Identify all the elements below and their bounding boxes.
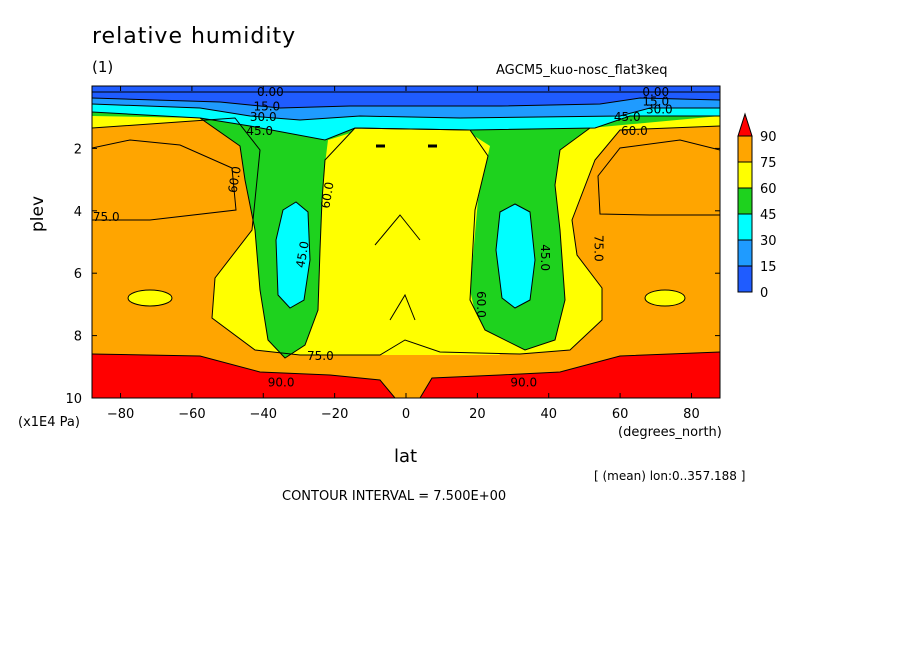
contour-line-90-right (419, 351, 720, 398)
contour-line-island-right (644, 289, 686, 307)
contour-line-45-left (275, 201, 311, 309)
fill-cyan-right (496, 204, 535, 308)
chart-title: relative humidity (92, 24, 297, 49)
colorbar-swatch (737, 265, 753, 293)
fill-yellow-center (322, 130, 500, 355)
x-tick-label: 60 (612, 407, 629, 422)
contour-line-center-right (389, 293, 416, 321)
x-tick-label: 0 (402, 407, 410, 422)
y-tick-label: 8 (74, 330, 82, 345)
contour-label: 60.0 (318, 181, 336, 210)
contour-line-15-top (92, 97, 720, 109)
contour-labels: 0.0015.030.045.060.060.075.045.075.090.0… (93, 85, 673, 389)
contour-label: 90.0 (268, 375, 295, 389)
contour-line-center-left (374, 214, 421, 246)
colorbar-swatch (737, 135, 753, 163)
fill-yellow-island-left (128, 290, 172, 306)
colorbar-label: 45 (760, 208, 777, 223)
mean-note: [ (mean) lon:0..357.188 ] (594, 469, 746, 483)
colorbar-label: 0 (760, 286, 768, 301)
x-tick-label: −60 (178, 407, 205, 422)
y-tick-label: 4 (74, 205, 82, 220)
x-axis-unit: (degrees_north) (618, 425, 722, 440)
experiment-label: AGCM5_kuo-nosc_flat3keq (496, 63, 668, 78)
colorbar-arrow (737, 112, 753, 137)
fill-orange-right (598, 140, 720, 215)
contour-label: 90.0 (510, 375, 537, 389)
contour-line-island-left (127, 289, 173, 307)
x-tick-label: 80 (683, 407, 700, 422)
x-axis-label: lat (394, 446, 418, 467)
contour-label: 45.0 (538, 244, 552, 271)
colorbar-swatch (737, 239, 753, 267)
colorbar-label: 90 (760, 130, 777, 145)
contour-line-75-left (92, 139, 237, 221)
fill-orange-left (92, 140, 236, 220)
x-tick-label: 40 (540, 407, 557, 422)
contour-label: 45.0 (246, 124, 273, 138)
contour-line-75-right (597, 139, 720, 216)
contour-label: 75.0 (93, 210, 120, 224)
x-tick-label: −20 (321, 407, 348, 422)
contour-line-90 (92, 353, 396, 398)
fill-red-band (92, 354, 395, 398)
contour-label: 60.0 (621, 124, 648, 138)
contour-label: 15.0 (642, 95, 669, 109)
contour-label: 75.0 (307, 349, 334, 363)
contour-label: 30.0 (250, 110, 277, 124)
colorbar-swatch (737, 187, 753, 215)
fill-green-left (92, 96, 720, 358)
y-tick-label: 2 (74, 142, 82, 157)
y-axis-unit: (x1E4 Pa) (18, 415, 80, 430)
axis-ticks: −80 −60 −40 −20 0 20 40 60 80 2 4 6 8 10 (65, 86, 720, 422)
contour-label: 0.00 (257, 85, 284, 99)
x-tick-label: −80 (107, 407, 134, 422)
contour-line-45-top (92, 111, 720, 141)
contour-interval: CONTOUR INTERVAL = 7.500E+00 (282, 489, 507, 504)
contour-label: 30.0 (646, 102, 673, 116)
contour-label: 45.0 (293, 240, 311, 269)
contour-line-75 (92, 117, 720, 356)
colorbar-label: 60 (760, 182, 777, 197)
contour-line-30-top (92, 103, 720, 121)
contour-label: 75.0 (592, 235, 606, 262)
colorbar-label: 15 (760, 260, 777, 275)
x-tick-label: −40 (250, 407, 277, 422)
contour-fills (92, 86, 720, 398)
fill-red-band-right (420, 352, 720, 398)
contour-label: 60.0 (226, 165, 244, 194)
y-tick-label: 10 (65, 392, 82, 407)
chart-subtitle: (1) (92, 58, 114, 76)
fill-cyan-left (276, 202, 310, 308)
contour-label: 15.0 (253, 99, 280, 113)
contour-line-45-right (495, 203, 536, 309)
contour-lines (92, 91, 720, 398)
colorbar-label: 75 (760, 156, 777, 171)
y-tick-label: 6 (74, 267, 82, 282)
contour-label: 0.00 (642, 85, 669, 99)
colorbar-label: 30 (760, 234, 777, 249)
fill-yellow-island-right (645, 290, 685, 306)
colorbar-swatch (737, 161, 753, 189)
contour-label: 60.0 (474, 291, 488, 318)
contour-label: 45.0 (614, 110, 641, 124)
colorbar-swatch (737, 213, 753, 241)
colorbar: 0 15 30 45 60 75 90 (737, 112, 777, 301)
x-tick-label: 20 (469, 407, 486, 422)
